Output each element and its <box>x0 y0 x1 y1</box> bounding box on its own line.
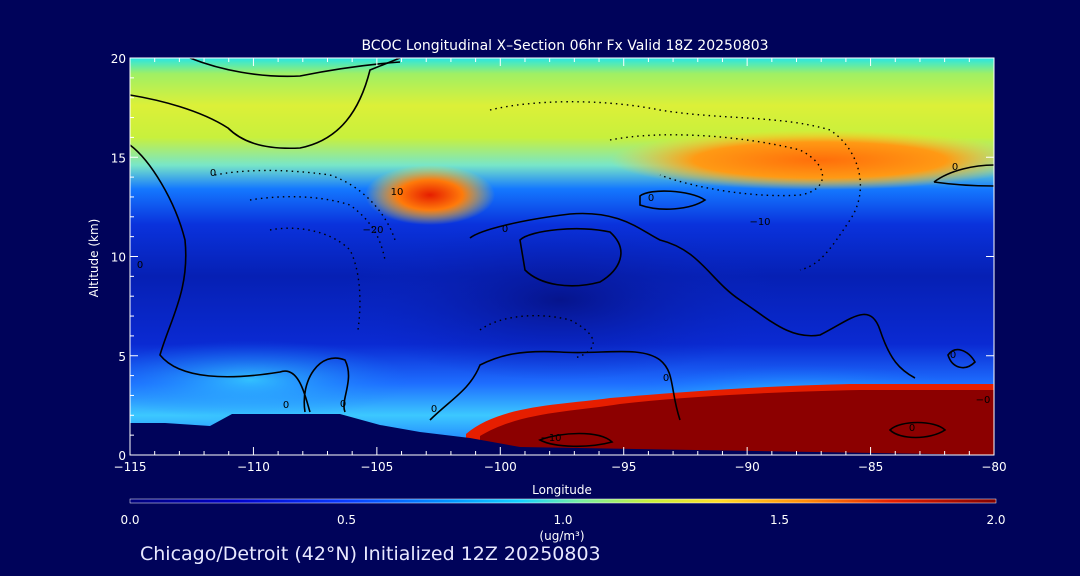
contour-label: −0 <box>976 395 991 406</box>
y-axis-label: Altitude (km) <box>87 219 101 298</box>
contour-label: 0 <box>340 399 346 410</box>
footer-caption: Chicago/Detroit (42°N) Initialized 12Z 2… <box>140 543 601 565</box>
concentration-field <box>130 58 994 455</box>
colorbar-tick-label: 2.0 <box>986 513 1005 527</box>
contour-label: 0 <box>210 168 216 179</box>
y-tick-label: 5 <box>118 350 126 364</box>
contour-label: 0 <box>283 400 289 411</box>
contour-lines-dotted <box>214 101 862 359</box>
contour-lines <box>130 58 994 448</box>
colorbar-tick-label: 1.0 <box>553 513 572 527</box>
colorbar-tick-label: 1.5 <box>770 513 789 527</box>
colorbar <box>129 498 997 504</box>
x-tick-label: −85 <box>858 460 883 474</box>
y-tick-label: 15 <box>111 151 126 165</box>
colorbar-unit-label: (ug/m³) <box>539 529 584 543</box>
contour-label: −10 <box>540 433 561 444</box>
x-axis-label: Longitude <box>532 483 592 497</box>
x-tick-label: −80 <box>981 460 1006 474</box>
contour-label: 0 <box>137 260 143 271</box>
x-axis: −115 −110 −105 −100 −95 −90 −85 −80 <box>114 58 1007 474</box>
y-axis: 0 5 10 15 20 <box>111 52 994 463</box>
chart-title: BCOC Longitudinal X–Section 06hr Fx Vali… <box>361 38 768 54</box>
x-tick-label: −105 <box>360 460 393 474</box>
colorbar-tick-label: 0.0 <box>120 513 139 527</box>
x-tick-label: −90 <box>734 460 759 474</box>
x-tick-label: −110 <box>237 460 270 474</box>
contour-label: 0 <box>431 404 437 415</box>
y-tick-label: 0 <box>118 449 126 463</box>
contour-label: −20 <box>362 225 383 236</box>
colorbar-ticks: 0.0 0.5 1.0 1.5 2.0 <box>120 513 1005 527</box>
contour-label: 0 <box>909 423 915 434</box>
contour-label: 0 <box>950 350 956 361</box>
colorbar-tick-label: 0.5 <box>337 513 356 527</box>
contour-label: 10 <box>391 187 404 198</box>
x-tick-label: −95 <box>611 460 636 474</box>
x-tick-label: −115 <box>114 460 147 474</box>
contour-labels: 0 0 0 0 0 0 0 0 0 0 10 −10 −20 0 −10 −0 <box>137 162 991 444</box>
contour-label: 0 <box>502 224 508 235</box>
y-tick-label: 20 <box>111 52 126 66</box>
contour-label: 0 <box>648 193 654 204</box>
contour-label: −10 <box>749 217 770 228</box>
contour-label: 0 <box>663 373 669 384</box>
contour-label: 0 <box>952 162 958 173</box>
y-tick-label: 10 <box>111 251 126 265</box>
x-tick-label: −100 <box>484 460 517 474</box>
